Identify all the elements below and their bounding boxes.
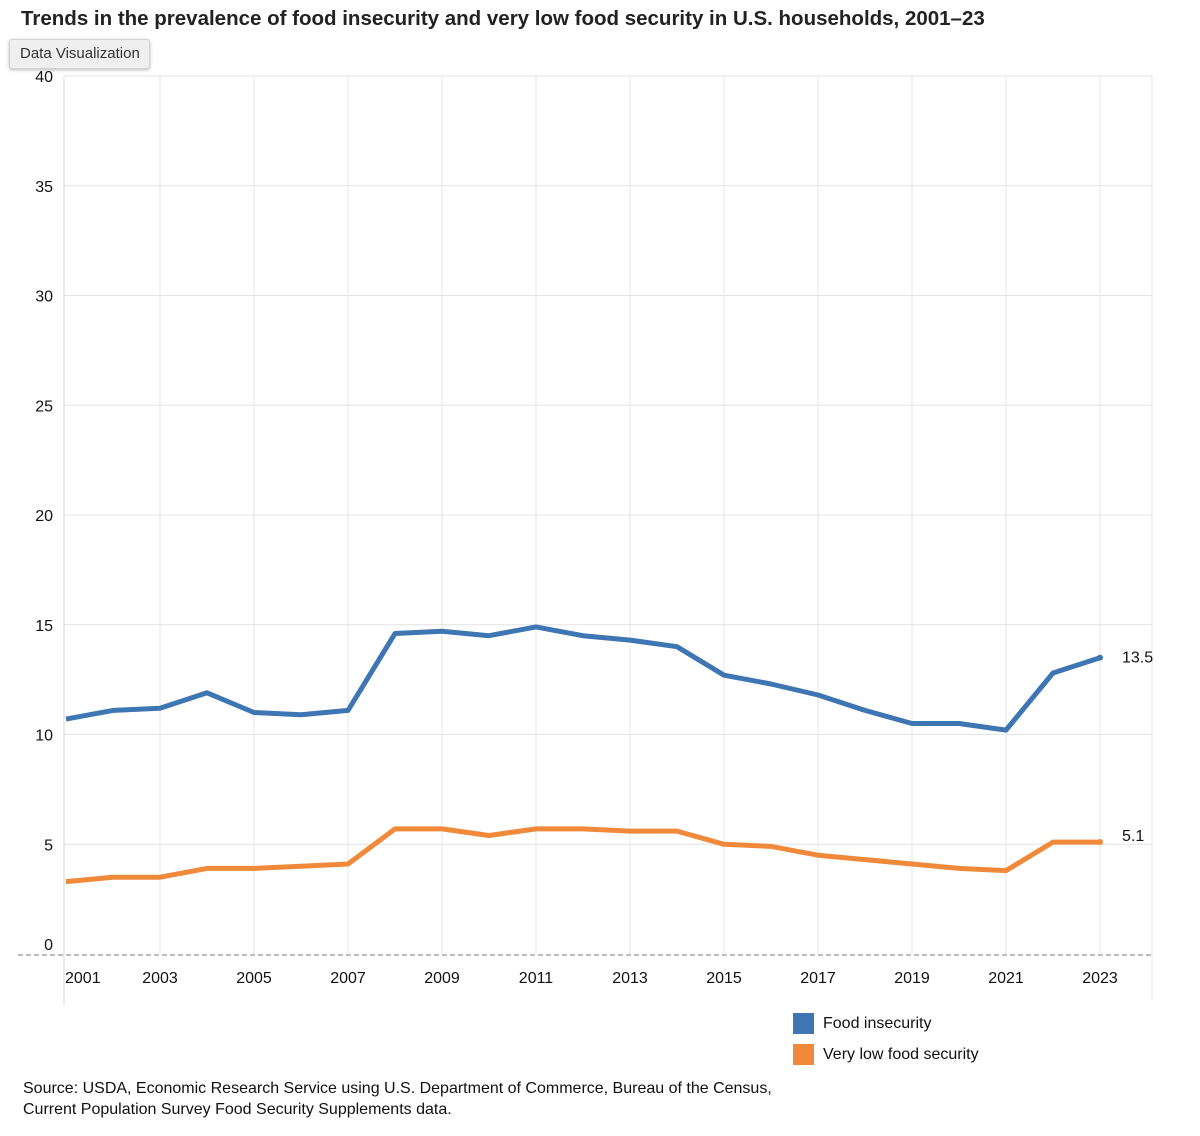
end-labels: 13.5 5.1 [1122, 650, 1153, 845]
x-tick-label: 2007 [330, 970, 366, 987]
x-tick-label: 2009 [424, 970, 460, 987]
y-tick-label: 35 [35, 179, 53, 196]
x-tick-label: 2015 [706, 970, 742, 987]
y-tick-label: 40 [35, 69, 53, 86]
grid-lines [18, 75, 1153, 1005]
x-tick-label: 2011 [519, 970, 554, 987]
x-tick-label: 2019 [894, 970, 930, 987]
y-tick-label: 30 [35, 289, 53, 306]
data-visualization-tooltip: Data Visualization [9, 39, 150, 69]
series-line-very-low-food-security[interactable] [65, 826, 1100, 885]
y-tick-labels: 0 5 10 15 20 25 30 35 40 [35, 69, 53, 954]
end-label-very-low-food-security: 5.1 [1122, 828, 1144, 845]
legend-swatch-very-low-food-security [793, 1044, 814, 1065]
source-note: Source: USDA, Economic Research Service … [23, 1080, 772, 1118]
chart-title: Trends in the prevalence of food insecur… [21, 7, 985, 30]
series-line-food-insecurity[interactable] [65, 624, 1101, 733]
x-tick-label: 2021 [988, 970, 1024, 987]
x-tick-labels: 2001 2003 2005 2007 2009 2011 2013 2015 2017 2019… [65, 970, 1118, 987]
x-tick-label: 2017 [800, 970, 836, 987]
legend: Food insecurity Very low food security [793, 1013, 979, 1075]
series-end-point [1097, 654, 1103, 661]
x-tick-label: 2005 [236, 970, 272, 987]
legend-label-very-low-food-security: Very low food security [823, 1045, 979, 1063]
legend-label-food-insecurity: Food insecurity [823, 1014, 932, 1032]
y-tick-label: 10 [35, 728, 53, 745]
x-tick-label: 2003 [142, 970, 178, 987]
y-tick-label: 20 [35, 508, 53, 525]
series-lines [65, 624, 1103, 885]
x-tick-label: 2001 [65, 970, 101, 987]
x-tick-label: 2023 [1082, 970, 1118, 987]
line-chart: 0 5 10 15 20 25 30 35 40 2001 2003 2005 2007 2009 201… [18, 69, 1153, 1005]
y-tick-label: 15 [35, 618, 53, 635]
series-end-point [1097, 839, 1103, 846]
end-label-food-insecurity: 13.5 [1122, 650, 1153, 667]
y-tick-label: 5 [44, 837, 53, 854]
y-tick-label: 25 [35, 398, 53, 415]
y-tick-label: 0 [44, 937, 53, 954]
legend-swatch-food-insecurity [793, 1013, 814, 1034]
legend-item-very-low-food-security[interactable]: Very low food security [793, 1044, 979, 1065]
x-tick-label: 2013 [612, 970, 648, 987]
legend-item-food-insecurity[interactable]: Food insecurity [793, 1013, 979, 1034]
